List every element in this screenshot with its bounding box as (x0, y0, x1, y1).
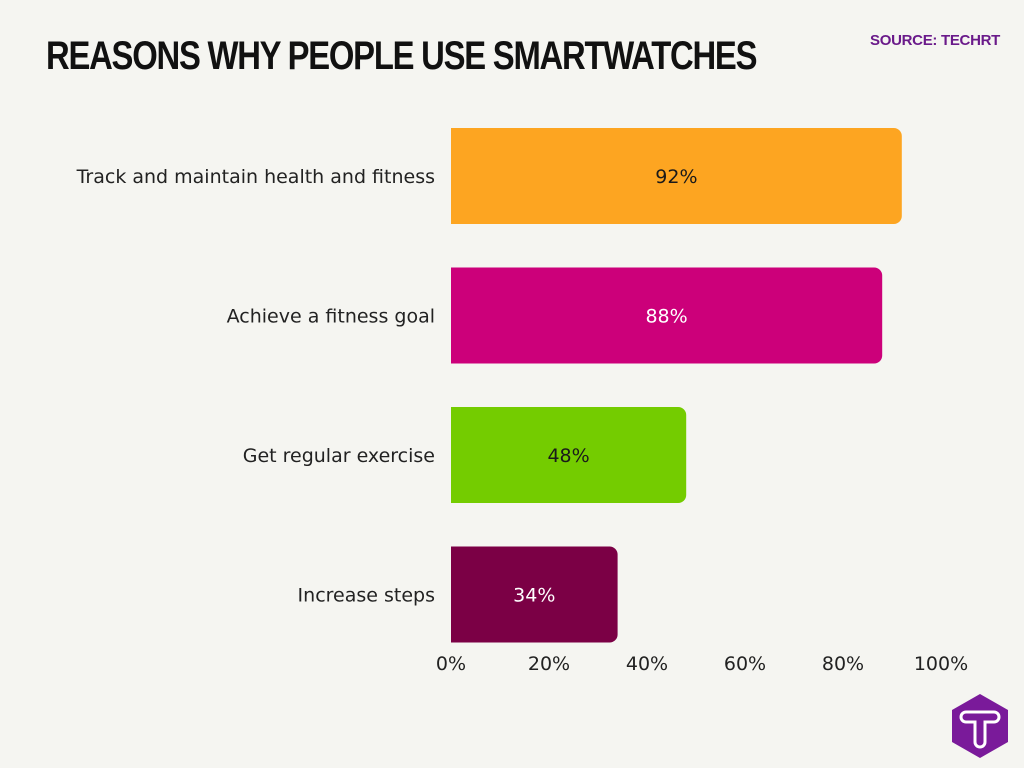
data-label: 88% (645, 306, 687, 328)
x-tick-label: 40% (626, 653, 668, 675)
x-tick-label: 0% (436, 653, 466, 675)
category-label: Get regular exercise (243, 445, 435, 467)
source-label: SOURCE: TECHRT (870, 32, 1000, 49)
data-label: 34% (513, 585, 555, 607)
bar (451, 267, 883, 364)
bar (451, 128, 902, 224)
techrt-logo-icon (952, 694, 1008, 758)
x-tick-label: 80% (822, 653, 864, 675)
data-label: 48% (547, 445, 589, 467)
category-label: Increase steps (298, 585, 435, 607)
category-label: Achieve a fitness goal (227, 306, 435, 328)
chart-title: REASONS WHY PEOPLE USE SMARTWATCHES (46, 34, 757, 78)
x-tick-label: 60% (724, 653, 766, 675)
x-tick-label: 100% (914, 653, 968, 675)
x-tick-label: 20% (528, 653, 570, 675)
data-label: 92% (655, 166, 697, 188)
bar (451, 407, 687, 503)
category-label: Track and maintain health and fitness (76, 166, 435, 188)
bar (450, 546, 618, 643)
